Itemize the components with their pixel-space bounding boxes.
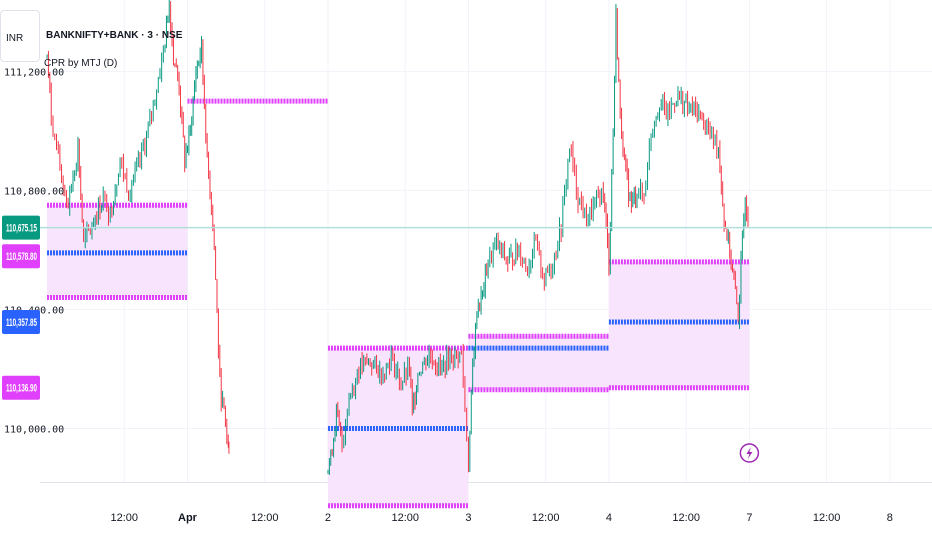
indicator-title: CPR by MTJ (D) bbox=[44, 58, 117, 69]
time-tick-label: 12:00 bbox=[813, 512, 841, 524]
price-tag-bg bbox=[2, 215, 40, 240]
price-tag-bg bbox=[2, 309, 40, 334]
time-tick-label: 12:00 bbox=[672, 512, 700, 524]
chart-legend: BANKNIFTY+BANK · 3 · NSE CPR by MTJ (D) bbox=[44, 30, 183, 69]
price-tick-label: 110,000.00 bbox=[4, 424, 64, 435]
price-tick-label: 111,200.00 bbox=[4, 67, 64, 78]
cpr-band bbox=[468, 336, 609, 390]
time-tick-label: 12:00 bbox=[532, 512, 560, 524]
cpr-bands bbox=[47, 98, 750, 509]
price-tag-label: 110,675.15 bbox=[6, 223, 37, 235]
lightning-icon bbox=[746, 447, 753, 459]
price-tag-bg bbox=[2, 375, 40, 400]
time-axis[interactable]: 12:00 Apr 12:00 2 12:00 3 12:00 4 12:00 7 12:00 8 bbox=[111, 512, 893, 524]
currency-label: INR bbox=[6, 33, 24, 44]
price-tag-bg bbox=[2, 244, 40, 269]
time-tick-label: 4 bbox=[606, 512, 612, 524]
price-tag-label: 110,578.80 bbox=[6, 251, 37, 263]
symbol-title: BANKNIFTY+BANK · 3 · NSE bbox=[46, 30, 183, 41]
price-tick-label: 110,800.00 bbox=[4, 186, 64, 197]
time-tick-label: 7 bbox=[746, 512, 752, 524]
time-tick-label: 8 bbox=[887, 512, 893, 524]
cpr-band bbox=[608, 261, 750, 388]
time-tick-label: 12:00 bbox=[391, 512, 419, 524]
time-tick-label: 3 bbox=[465, 512, 471, 524]
time-tick-label: Apr bbox=[178, 512, 198, 524]
price-tags: 110,675.15 110,578.80 110,357.85 110,136.90 bbox=[2, 215, 40, 400]
time-tick-label: 2 bbox=[325, 512, 331, 524]
price-tag-label: 110,357.85 bbox=[6, 317, 37, 329]
candles bbox=[46, 0, 749, 475]
alert-icon[interactable] bbox=[739, 443, 760, 463]
currency-selector[interactable]: INR bbox=[0, 10, 40, 62]
price-tag-label: 110,136.90 bbox=[6, 383, 37, 395]
time-tick-label: 12:00 bbox=[251, 512, 279, 524]
time-tick-label: 12:00 bbox=[111, 512, 139, 524]
